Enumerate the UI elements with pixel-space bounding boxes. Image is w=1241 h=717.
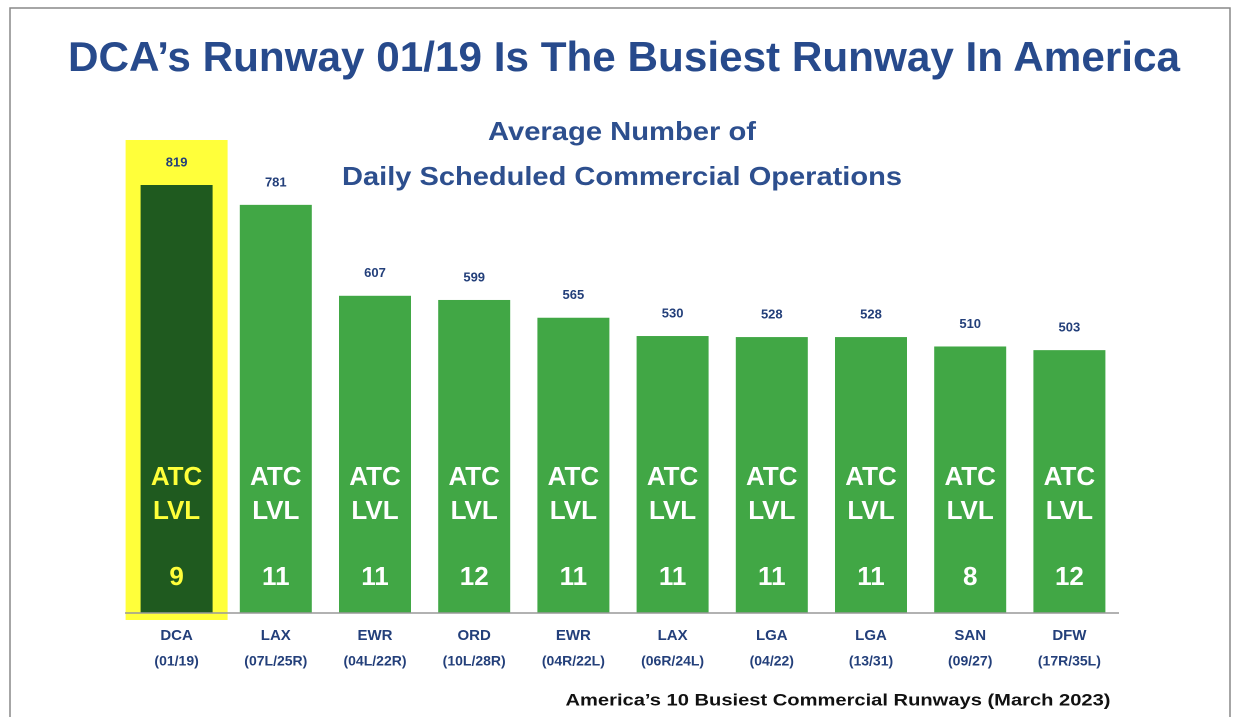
subtitle: Daily Scheduled Commercial Operations	[342, 161, 902, 191]
atc-level: 11	[262, 561, 290, 591]
x-tick-sublabel: (17R/35L)	[1038, 653, 1101, 669]
bar	[1033, 350, 1106, 613]
atc-label: ATC	[448, 461, 500, 491]
x-tick-label: DCA	[160, 627, 193, 644]
note: America’s 10 Busiest Commercial Runways …	[566, 690, 1111, 709]
atc-label: ATC	[151, 461, 203, 491]
atc-label: LVL	[1046, 495, 1093, 525]
bar	[735, 337, 808, 613]
atc-level: 11	[361, 561, 389, 591]
atc-label: LVL	[351, 495, 398, 525]
x-tick-sublabel: (01/19)	[154, 653, 198, 669]
x-tick-label: LAX	[261, 627, 291, 644]
atc-level: 8	[963, 561, 977, 591]
atc-level: 12	[460, 561, 489, 591]
value-label: 510	[959, 316, 981, 331]
atc-label: LVL	[847, 495, 894, 525]
atc-label: ATC	[647, 461, 699, 491]
bar	[339, 295, 411, 613]
atc-level: 9	[169, 561, 183, 591]
x-tick-sublabel: (04R/22L)	[542, 653, 605, 669]
frame	[9, 7, 1231, 717]
value-label: 819	[166, 154, 188, 169]
value-label: 503	[1059, 320, 1081, 335]
x-tick-label: SAN	[954, 627, 986, 644]
x-tick-label: LAX	[658, 627, 688, 644]
atc-level: 12	[1055, 561, 1084, 591]
atc-label: ATC	[1044, 461, 1096, 491]
atc-label: LVL	[550, 495, 597, 525]
atc-level: 11	[560, 561, 588, 591]
subtitle: Average Number of	[488, 116, 756, 146]
chart-title: DCA’s Runway 01/19 Is The Busiest Runway…	[68, 33, 1181, 80]
x-tick-sublabel: (10L/28R)	[443, 653, 506, 669]
atc-label: LVL	[451, 495, 498, 525]
value-label: 607	[364, 265, 386, 280]
atc-label: LVL	[748, 495, 795, 525]
atc-label: ATC	[349, 461, 401, 491]
bar	[636, 336, 709, 613]
x-tick-label: ORD	[458, 627, 492, 644]
value-label: 528	[860, 307, 882, 322]
value-label: 530	[662, 305, 684, 320]
value-label: 528	[761, 307, 783, 322]
x-tick-sublabel: (04/22)	[750, 653, 794, 669]
atc-label: ATC	[845, 461, 897, 491]
bar	[239, 204, 312, 613]
x-tick-sublabel: (04L/22R)	[343, 653, 406, 669]
value-label: 565	[563, 287, 585, 302]
x-tick-label: EWR	[358, 627, 393, 644]
bar	[140, 185, 213, 613]
x-tick-label: DFW	[1052, 627, 1087, 644]
atc-label: LVL	[252, 495, 299, 525]
atc-label: ATC	[548, 461, 600, 491]
x-tick-sublabel: (06R/24L)	[641, 653, 704, 669]
atc-level: 11	[758, 561, 786, 591]
atc-label: LVL	[947, 495, 994, 525]
value-label: 599	[463, 269, 485, 284]
bar	[934, 346, 1007, 613]
bar	[537, 317, 610, 613]
x-tick-label: LGA	[855, 627, 887, 644]
x-tick-label: LGA	[756, 627, 788, 644]
atc-level: 11	[659, 561, 687, 591]
x-tick-label: EWR	[556, 627, 591, 644]
atc-label: LVL	[153, 495, 200, 525]
value-label: 781	[265, 174, 287, 189]
x-tick-sublabel: (13/31)	[849, 653, 893, 669]
atc-label: LVL	[649, 495, 696, 525]
atc-label: ATC	[250, 461, 302, 491]
x-tick-sublabel: (07L/25R)	[244, 653, 307, 669]
atc-level: 11	[857, 561, 885, 591]
bar	[835, 337, 907, 613]
bar	[438, 299, 511, 613]
x-tick-sublabel: (09/27)	[948, 653, 992, 669]
atc-label: ATC	[944, 461, 996, 491]
atc-label: ATC	[746, 461, 798, 491]
